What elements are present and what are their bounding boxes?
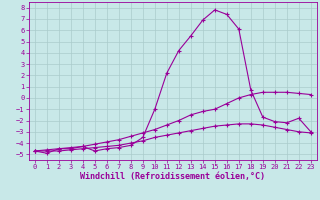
X-axis label: Windchill (Refroidissement éolien,°C): Windchill (Refroidissement éolien,°C) [80,172,265,181]
